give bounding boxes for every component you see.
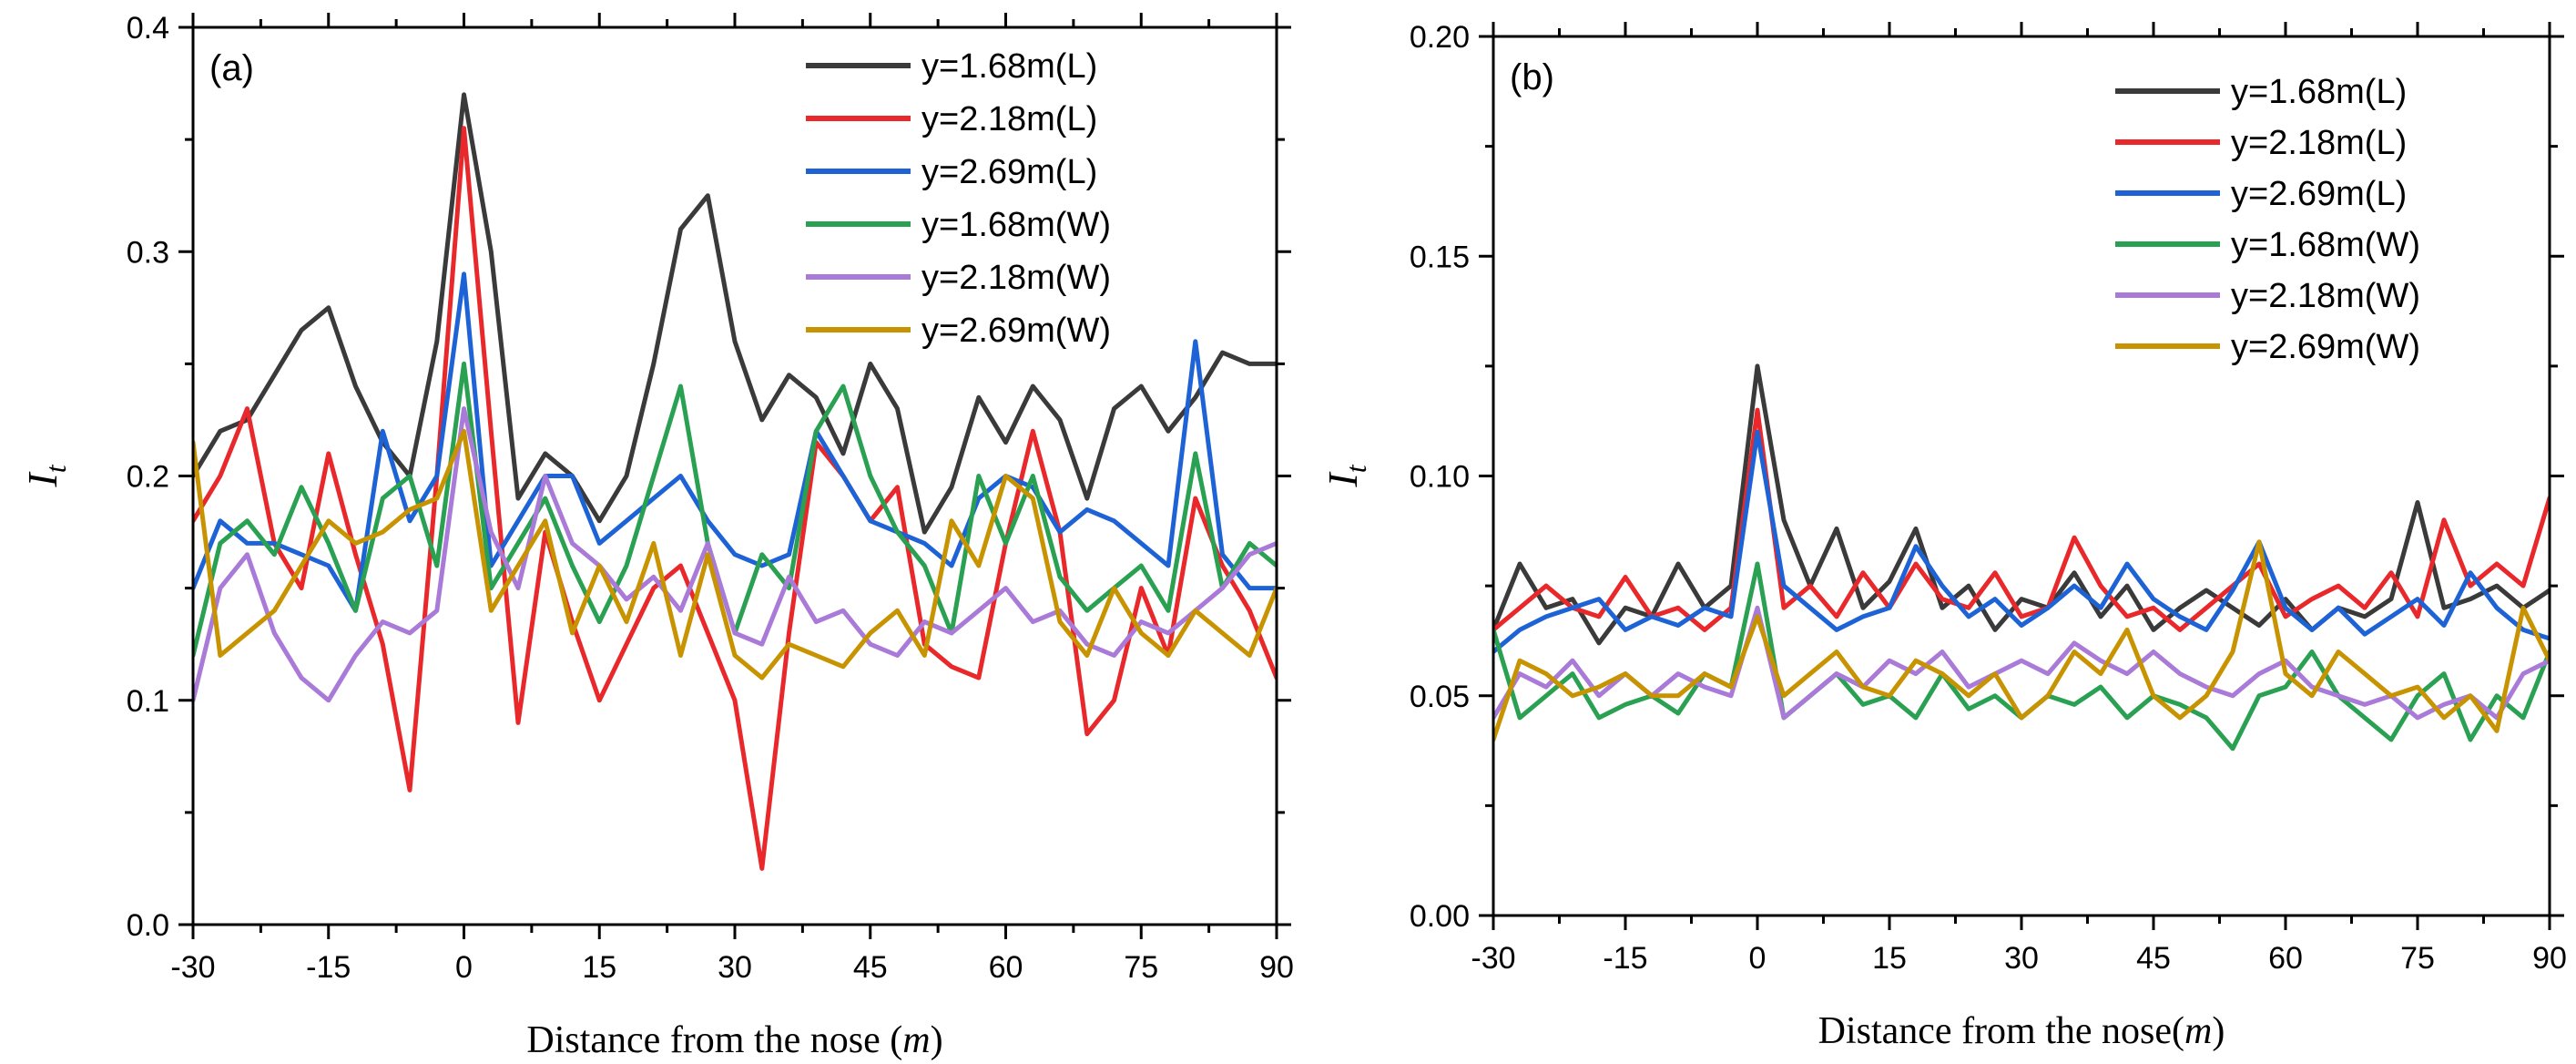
y-axis-label-sub: t [39,464,72,473]
legend-label: y=2.69m(W) [2231,328,2420,366]
x-tick-label: 60 [2268,941,2303,976]
x-axis-label: Distance from the nose(m) [1818,1010,2225,1052]
y-tick-label: 0.05 [1410,680,1470,714]
x-axis-label-paren-open: ( [881,1019,903,1061]
x-tick-label: 45 [853,950,888,985]
y-axis-label: It [1319,464,1372,487]
legend-label: y=2.69m(L) [921,153,1097,191]
series-line-4 [193,406,1277,703]
legend-label: y=2.18m(L) [2231,124,2407,162]
y-axis-label-text: It [1319,464,1372,487]
x-axis-label-text: Distance from the nose [1818,1010,2172,1052]
y-tick-label: 0.2 [127,460,169,495]
x-axis-label-paren-close: ) [2212,1010,2225,1052]
x-tick-label: 15 [582,950,616,985]
legend-label: y=2.69m(L) [2231,175,2407,213]
x-tick-label: 15 [1872,941,1907,976]
x-tick-label: 0 [1749,941,1767,976]
x-axis-label-paren-open: ( [2172,1010,2184,1052]
y-axis-label-main: I [1319,471,1366,488]
plot-frame [191,26,1278,926]
y-tick-label: 0.15 [1410,240,1470,274]
series-line-5 [193,428,1277,680]
x-axis-label: Distance from the nose (m) [526,1019,942,1061]
series-line-2 [1493,429,2550,654]
series-line-5 [1493,539,2550,742]
y-tick-label: 0.20 [1410,20,1470,55]
x-axis-unit: m [902,1019,930,1061]
x-axis-label-paren-close: ) [931,1019,943,1061]
x-axis-label-text: Distance from the nose [526,1019,880,1061]
x-tick-label: 30 [718,950,752,985]
legend-label: y=1.68m(L) [921,47,1097,86]
chart-panel-b: -30 -15 0 15 30 45 60 75 90 0.00 0.05 0.10 0.15 0.20 (… [1319,20,2567,1052]
x-tick-label: 60 [989,950,1023,985]
series-line-1 [193,126,1277,871]
series-line-2 [193,271,1277,613]
y-tick-label: 0.1 [127,684,169,719]
y-tick-label: 0.00 [1410,899,1470,934]
legend-label: y=2.18m(W) [2231,277,2420,315]
x-tick-label: 75 [1124,950,1158,985]
y-axis-label: It [19,464,72,487]
legend-label: y=1.68m(W) [2231,226,2420,264]
x-tick-label: 45 [2136,941,2171,976]
chart-panel-a: -30 -15 0 15 30 45 60 75 90 0.0 0.1 0.2 0.3 0.4 (a) Dis… [19,11,1294,1061]
legend-label: y=2.18m(W) [921,259,1111,297]
legend-label: y=2.18m(L) [921,100,1097,138]
x-tick-label: -15 [1603,941,1647,976]
x-tick-label: 90 [2532,941,2567,976]
series-line-1 [1493,407,2550,632]
y-tick-label: 0.10 [1410,460,1470,495]
y-axis-label-text: It [19,464,72,487]
series-line-4 [1493,605,2550,721]
x-tick-label: 0 [455,950,473,985]
x-tick-label: -30 [1471,941,1515,976]
legend-label: y=1.68m(W) [921,206,1111,244]
x-tick-label: -30 [170,950,215,985]
series-line-0 [1493,363,2550,646]
x-tick-label: -15 [306,950,351,985]
y-tick-label: 0.0 [127,908,169,943]
x-tick-label: 30 [2004,941,2039,976]
legend-label: y=2.69m(W) [921,312,1111,350]
x-tick-label: 75 [2400,941,2435,976]
x-tick-label: 90 [1259,950,1294,985]
x-axis-unit: m [2184,1010,2212,1052]
legend: y=1.68m(L) y=2.18m(L) y=2.69m(L) y=1.68m(W)… [2115,73,2420,366]
legend-label: y=1.68m(L) [2231,73,2407,111]
series-line-0 [193,92,1277,535]
panel-label: (b) [1510,57,1554,97]
plot-frame [1492,35,2551,917]
legend: y=1.68m(L) y=2.18m(L) y=2.69m(L) y=1.68m(W)… [806,47,1111,350]
y-axis-label-main: I [19,471,66,488]
y-tick-label: 0.4 [127,11,169,46]
panel-label: (a) [209,48,254,88]
y-tick-label: 0.3 [127,235,169,270]
y-axis-label-sub: t [1339,464,1372,473]
